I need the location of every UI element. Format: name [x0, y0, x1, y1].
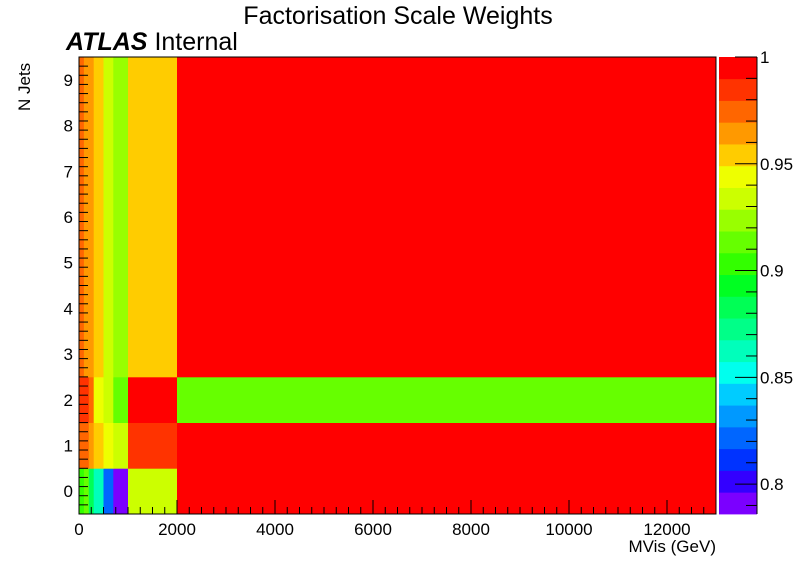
heatmap-cell: [83, 422, 90, 469]
colorbar-segment: [719, 274, 757, 297]
heatmap-cell: [93, 57, 104, 378]
x-tick-label: 6000: [354, 520, 392, 539]
colorbar-segment: [719, 209, 757, 232]
colorbar-segment: [719, 296, 757, 319]
heatmap-cell: [88, 422, 95, 469]
chart-title: Factorisation Scale Weights: [243, 2, 553, 30]
heatmap-cell: [113, 376, 129, 423]
heatmap-cell: [128, 376, 178, 423]
colorbar-segment: [719, 122, 757, 145]
y-tick-label: 1: [64, 436, 73, 455]
heatmap-cell: [113, 422, 129, 469]
heatmap-cell: [79, 57, 85, 378]
colorbar-tick-label: 0.85: [760, 368, 793, 387]
colorbar-segment: [719, 231, 757, 254]
heatmap-cell: [128, 422, 178, 469]
heatmap-cell: [103, 422, 114, 469]
heatmap-cell: [177, 376, 717, 423]
colorbar-tick-label: 0.95: [760, 155, 793, 174]
x-tick-label: 0: [74, 520, 83, 539]
y-tick-label: 9: [64, 71, 73, 90]
heatmap-cell: [128, 57, 178, 378]
colorbar-segment: [719, 405, 757, 428]
colorbar-segment: [719, 318, 757, 341]
colorbar-segment: [719, 78, 757, 101]
heatmap-cell: [83, 376, 90, 423]
colorbar-tick-label: 0.8: [760, 475, 784, 494]
y-tick-label: 2: [64, 391, 73, 410]
heatmap-cell: [177, 422, 717, 469]
heatmap-cell: [88, 468, 95, 515]
atlas-label: ATLAS Internal: [66, 28, 238, 57]
heatmap-cell: [128, 468, 178, 515]
colorbar-segment: [719, 100, 757, 123]
colorbar-segment: [719, 252, 757, 276]
x-tick-label: 10000: [545, 520, 592, 539]
atlas-label-text: Internal: [154, 28, 238, 56]
colorbar-tick-label: 1: [760, 48, 769, 67]
y-tick-label: 3: [64, 345, 73, 364]
heatmap-cell: [103, 376, 114, 423]
colorbar-segment: [719, 470, 757, 493]
heatmap-cell: [177, 57, 717, 378]
heatmap-cell: [113, 468, 129, 515]
colorbar-tick-label: 0.9: [760, 262, 784, 281]
heatmap-cell: [79, 468, 85, 515]
heatmap-cell: [83, 468, 90, 515]
y-tick-label: 8: [64, 117, 73, 136]
y-tick-label: 5: [64, 254, 73, 273]
colorbar-segment: [719, 57, 757, 80]
heatmap-cell: [79, 376, 85, 423]
heatmap-cell: [88, 376, 95, 423]
heatmap-cell: [93, 422, 104, 469]
y-tick-label: 0: [64, 482, 73, 501]
heatmap-cell: [83, 57, 90, 378]
colorbar-segment: [719, 492, 757, 515]
colorbar-segment: [719, 361, 757, 384]
y-tick-label: 4: [64, 299, 73, 318]
heatmap-cell: [113, 57, 129, 378]
heatmap-cell: [177, 468, 717, 515]
x-tick-label: 12000: [643, 520, 690, 539]
x-axis-label: MVis (GeV): [628, 537, 716, 556]
heatmap-cell: [103, 468, 114, 515]
colorbar-segment: [719, 426, 757, 450]
y-tick-label: 7: [64, 162, 73, 181]
colorbar-segment: [719, 144, 757, 167]
heatmap-cell: [93, 376, 104, 423]
atlas-label-bold: ATLAS: [66, 28, 148, 56]
colorbar-segment: [719, 165, 757, 188]
heatmap-cell: [93, 468, 104, 515]
x-tick-label: 4000: [256, 520, 294, 539]
heatmap-cell: [79, 422, 85, 469]
y-tick-label: 6: [64, 208, 73, 227]
heatmap-cell: [88, 57, 95, 378]
x-tick-label: 2000: [158, 520, 196, 539]
colorbar-segment: [719, 448, 757, 471]
colorbar-segment: [719, 339, 757, 363]
x-tick-label: 8000: [452, 520, 490, 539]
heatmap-cell: [103, 57, 114, 378]
colorbar-segment: [719, 187, 757, 210]
colorbar-segment: [719, 383, 757, 406]
